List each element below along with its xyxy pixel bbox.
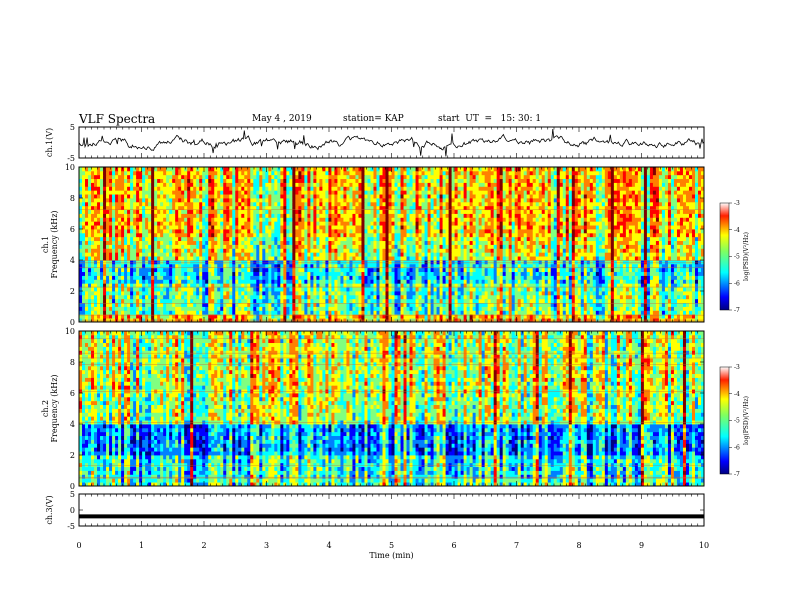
colorbar-tick-label: -7 <box>734 307 740 314</box>
y-tick-label: 8 <box>70 194 75 203</box>
y-tick-label: 0 <box>70 482 75 491</box>
x-tick-label: 7 <box>514 541 519 550</box>
y-tick-label: 2 <box>70 287 75 296</box>
colorbar-tick-label: -5 <box>734 418 740 425</box>
y-tick-label: 6 <box>70 389 75 398</box>
y-tick-label: 10 <box>65 327 75 336</box>
y-tick-label: 5 <box>70 490 75 499</box>
y-axis-label: Frequency (kHz) <box>50 374 59 442</box>
colorbar-ch2 <box>719 366 730 475</box>
colorbar-tick-label: -3 <box>734 364 740 371</box>
x-axis-label: Time (min) <box>369 551 413 560</box>
x-tick-label: 1 <box>139 541 144 550</box>
y-tick-label: 8 <box>70 358 75 367</box>
y-axis-label: Frequency (kHz) <box>50 210 59 278</box>
y-axis-label: ch.1(V) <box>45 128 54 157</box>
y-tick-label: 5 <box>70 123 75 132</box>
spectrogram-ch1 <box>79 167 705 323</box>
y-tick-label: 10 <box>65 163 75 172</box>
colorbar-tick-label: -5 <box>734 254 740 261</box>
x-tick-label: 0 <box>76 541 81 550</box>
spectrogram-ch2 <box>79 331 705 487</box>
y-axis-label: ch.2 <box>41 400 50 417</box>
colorbar-tick-label: -6 <box>734 280 740 287</box>
y-tick-label: 4 <box>70 256 75 265</box>
y-axis-label: ch.1 <box>41 236 50 253</box>
colorbar-tick-label: -7 <box>734 471 740 478</box>
start-time-label: start UT = 15: 30: 1 <box>438 114 542 124</box>
x-tick-label: 6 <box>451 541 456 550</box>
y-axis-label: ch.3(V) <box>45 495 54 524</box>
page-title: VLF Spectra <box>79 112 156 126</box>
date-label: May 4 , 2019 <box>252 114 312 124</box>
colorbar-tick-label: -4 <box>734 391 740 398</box>
ch1-voltage-trace <box>78 129 705 157</box>
y-tick-label: 0 <box>70 506 75 515</box>
x-tick-label: 10 <box>699 541 709 550</box>
x-tick-label: 3 <box>264 541 269 550</box>
colorbar-label: log(PSD)(V²/Hz) <box>743 396 750 445</box>
y-tick-label: 0 <box>70 318 75 327</box>
y-tick-label: 6 <box>70 225 75 234</box>
x-tick-label: 2 <box>201 541 206 550</box>
y-tick-label: -5 <box>67 154 75 163</box>
y-tick-label: 2 <box>70 451 75 460</box>
colorbar-ch1 <box>719 202 730 311</box>
x-tick-label: 8 <box>576 541 581 550</box>
colorbar-tick-label: -4 <box>734 227 740 234</box>
y-tick-label: -5 <box>67 522 75 531</box>
y-tick-label: 4 <box>70 420 75 429</box>
x-tick-label: 4 <box>326 541 331 550</box>
station-label: station= KAP <box>343 114 404 124</box>
x-tick-label: 9 <box>639 541 644 550</box>
x-tick-label: 5 <box>389 541 394 550</box>
colorbar-tick-label: -3 <box>734 200 740 207</box>
colorbar-tick-label: -6 <box>734 444 740 451</box>
colorbar-label: log(PSD)(V²/Hz) <box>743 232 750 281</box>
